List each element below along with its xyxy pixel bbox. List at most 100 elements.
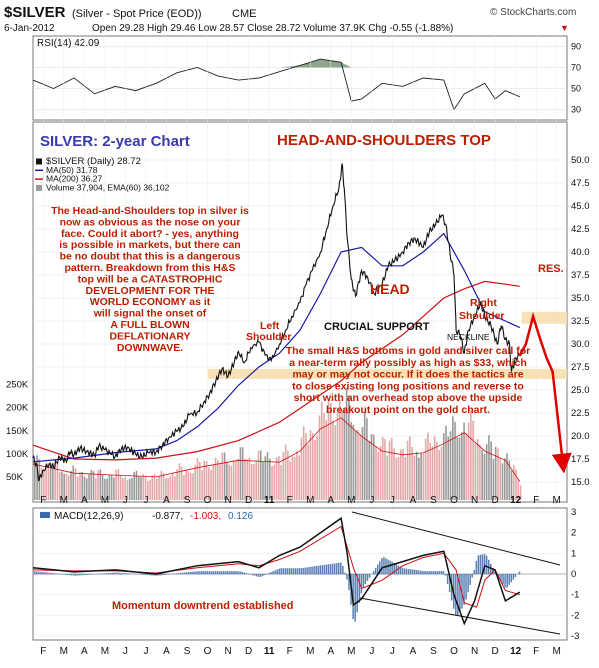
macd-histogram-bar — [165, 574, 167, 575]
volume-bar — [380, 446, 382, 500]
annotation-line: The small H&S bottoms in gold and silver… — [286, 345, 530, 357]
macd-histogram-bar — [416, 570, 418, 574]
volume-bar — [423, 454, 425, 500]
volume-bar — [420, 454, 422, 500]
volume-bar — [93, 471, 95, 500]
macd-histogram-bar — [186, 572, 188, 574]
annotation-line: a near-term rally possibly as high as $3… — [289, 357, 527, 369]
chart-title-left: SILVER: 2-year Chart — [40, 133, 190, 150]
volume-bar — [156, 479, 158, 500]
macd-histogram-bar — [418, 570, 420, 574]
volume-bar — [249, 458, 251, 500]
macd-histogram-bar — [361, 574, 363, 593]
volume-bar — [452, 416, 454, 500]
volume-bar — [359, 434, 361, 500]
macd-histogram-bar — [511, 574, 513, 582]
macd-histogram-bar — [48, 573, 50, 575]
volume-bar — [432, 446, 434, 500]
annotation-line: DOWNWAVE. — [117, 342, 183, 354]
volume-bar — [466, 433, 468, 500]
macd-histogram-bar — [459, 574, 461, 612]
x-axis-lower-label: 11 — [264, 646, 275, 657]
price-tick: 35.0 — [571, 293, 590, 304]
macd-histogram-bar — [437, 571, 439, 574]
volume-bar — [362, 427, 364, 500]
macd-histogram-bar — [332, 564, 334, 575]
x-axis-lower-label: M — [60, 646, 68, 657]
volume-bar — [398, 457, 400, 500]
volume-bar — [332, 420, 334, 500]
x-axis-upper-label: O — [450, 495, 458, 506]
price-tick: 40.0 — [571, 247, 590, 258]
x-axis-upper-label: F — [287, 495, 293, 506]
macd-histogram-bar — [258, 574, 260, 577]
volume-bar — [129, 479, 131, 500]
annotation-line: pattern. Breakdown from this H&S — [65, 262, 236, 274]
macd-histogram-bar — [381, 558, 383, 574]
volume-bar — [382, 437, 384, 500]
volume-bar — [475, 443, 477, 500]
macd-histogram-bar — [102, 573, 104, 574]
macd-histogram-bar — [118, 573, 120, 575]
macd-histogram-bar — [285, 568, 287, 574]
x-axis-upper-label: D — [245, 495, 252, 506]
price-tick: 20.0 — [571, 431, 590, 442]
volume-bar — [341, 409, 343, 500]
annotation-neckline: NECKLINE — [447, 332, 490, 342]
macd-histogram-bar — [211, 571, 213, 574]
price-tick: 22.5 — [571, 408, 590, 419]
price-tick: 47.5 — [571, 178, 590, 189]
volume-bar — [447, 437, 449, 500]
volume-bar — [255, 460, 257, 500]
rsi-tick: 30 — [571, 105, 581, 115]
volume-bar — [136, 471, 138, 500]
volume-bar — [377, 452, 379, 500]
volume-bar — [335, 425, 337, 500]
volume-bar — [461, 432, 463, 500]
volume-bar — [434, 436, 436, 500]
volume-bar — [303, 426, 305, 500]
macd-histogram-bar — [441, 571, 443, 574]
macd-histogram-bar — [34, 571, 36, 574]
volume-bar — [258, 451, 260, 500]
volume-bar — [48, 464, 50, 500]
macd-histogram-bar — [474, 570, 476, 574]
volume-bar — [495, 447, 497, 500]
macd-histogram-bar — [293, 568, 295, 574]
macd-histogram-bar — [120, 573, 122, 574]
volume-bar — [176, 469, 178, 500]
macd-histogram-bar — [207, 571, 209, 574]
annotation-line: may or may not occur. If it does the tac… — [292, 369, 523, 381]
macd-histogram-bar — [404, 568, 406, 574]
annotation-line: face. Could it abort? - yes, anything — [61, 228, 239, 240]
volume-bar — [298, 455, 300, 500]
macd-histogram-bar — [443, 571, 445, 574]
macd-histogram-bar — [336, 563, 338, 574]
macd-histogram-bar — [184, 573, 186, 575]
macd-histogram-bar — [506, 574, 508, 587]
macd-histogram-bar — [317, 566, 319, 575]
annotation-line: now as obvious as the nose on your — [60, 216, 241, 228]
volume-bar — [219, 464, 221, 500]
volume-bar — [70, 471, 72, 500]
x-axis-lower-label: F — [287, 646, 293, 657]
exchange: CME — [232, 8, 256, 20]
volume-bar — [115, 470, 117, 500]
macd-histogram-bar — [192, 572, 194, 575]
macd-histogram-bar — [231, 571, 233, 574]
macd-histogram-bar — [227, 571, 229, 574]
macd-histogram-bar — [50, 573, 52, 574]
volume-bar — [95, 478, 97, 500]
macd-histogram-bar — [398, 565, 400, 574]
macd-histogram-bar — [112, 573, 114, 575]
macd-histogram-bar — [194, 571, 196, 574]
x-axis-lower-label: S — [430, 646, 437, 657]
macd-histogram-bar — [46, 573, 48, 575]
macd-tick: 0 — [571, 569, 576, 580]
macd-histogram-bar — [176, 573, 178, 574]
volume-bar — [88, 474, 90, 500]
volume-bar — [414, 456, 416, 500]
